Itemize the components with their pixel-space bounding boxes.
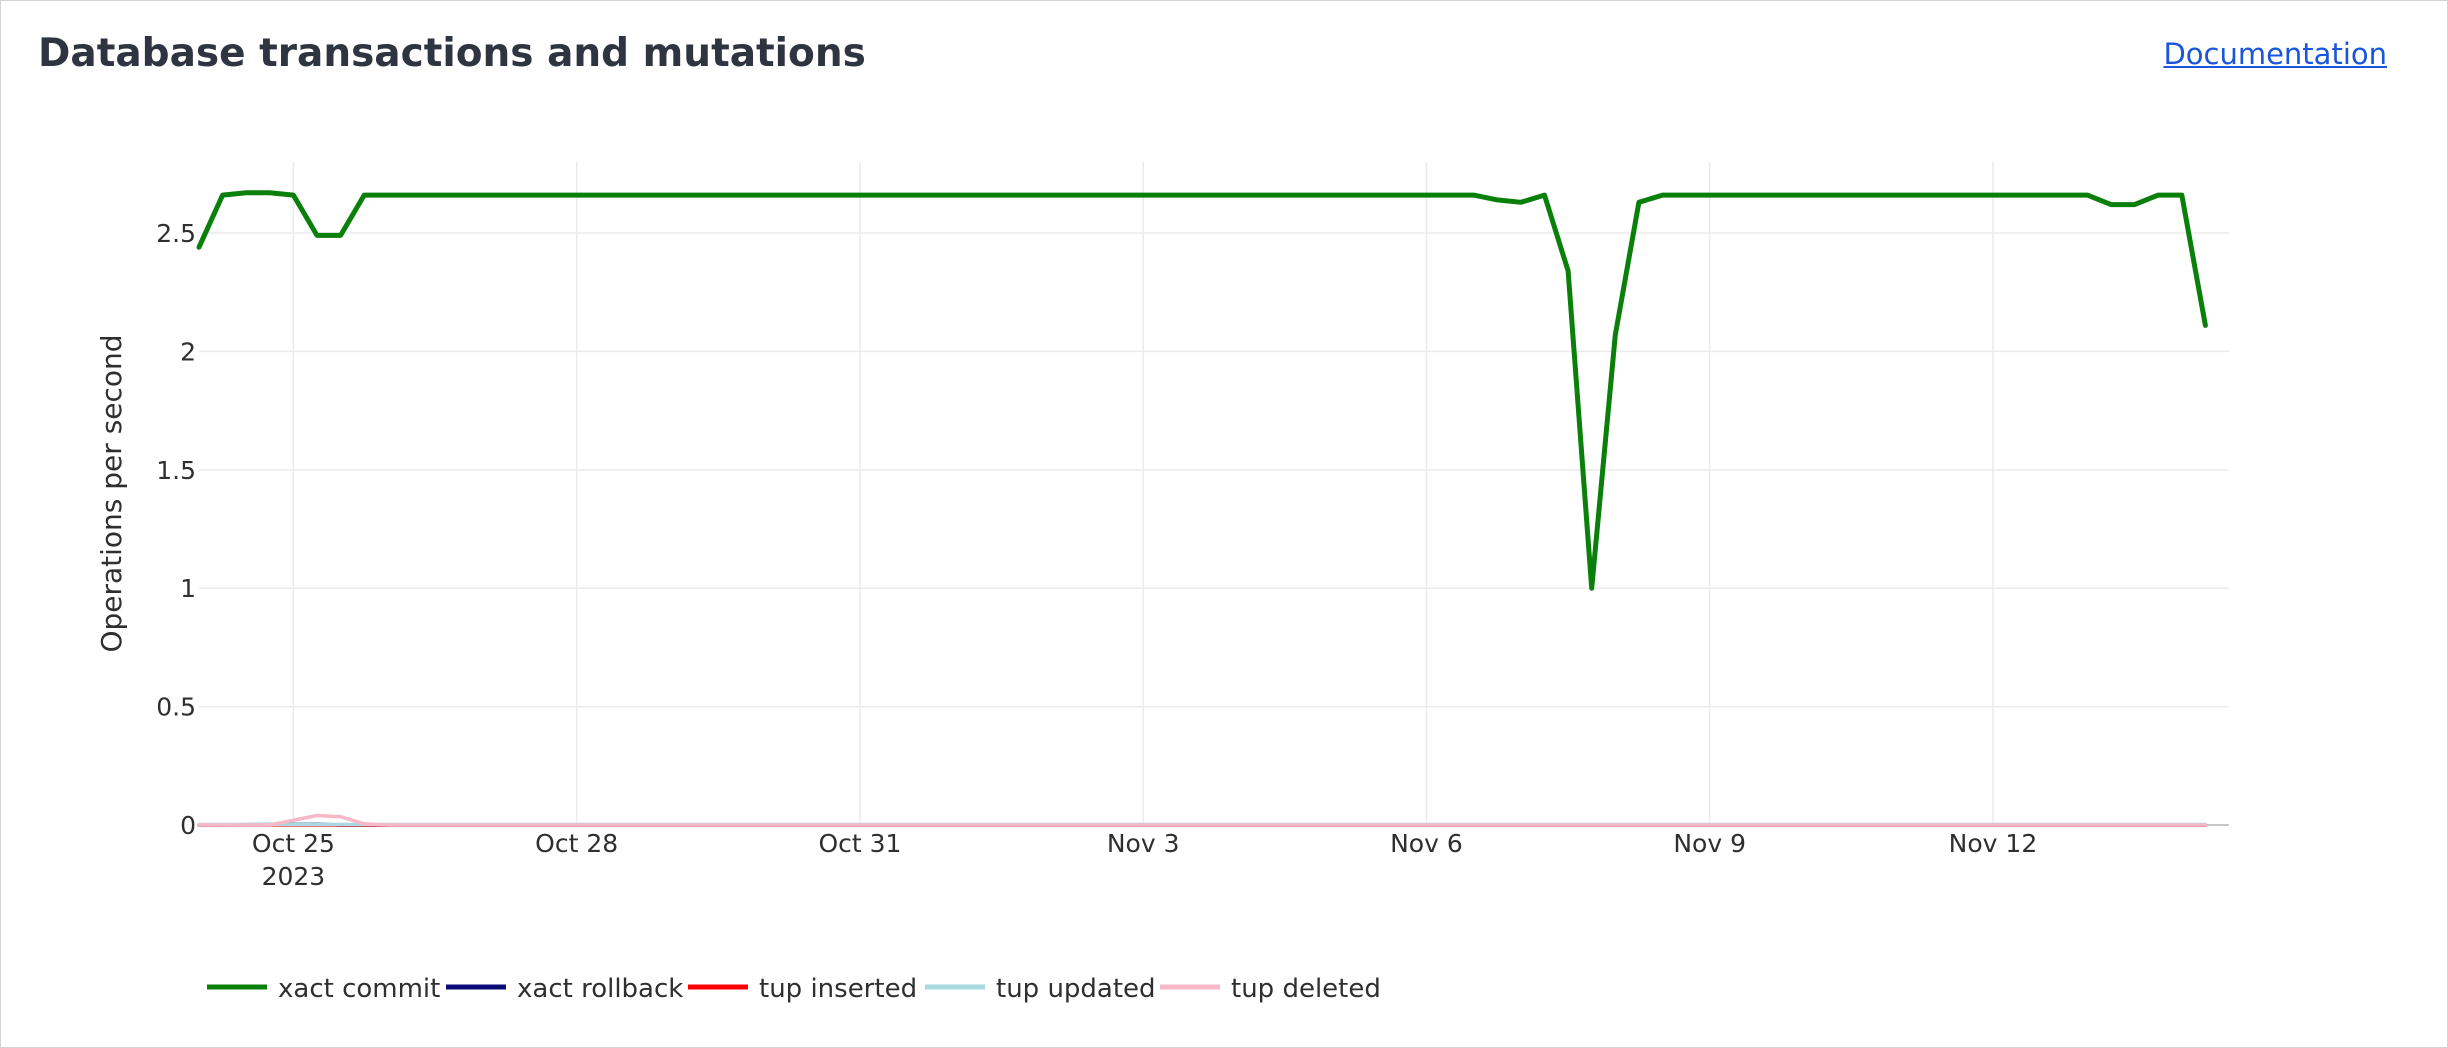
legend-item-tup-updated: tup updated — [925, 974, 1156, 1004]
documentation-link[interactable]: Documentation — [2163, 37, 2387, 71]
y-tick-label: 2 — [180, 337, 196, 366]
legend-label: xact rollback — [517, 974, 683, 1004]
legend-label: xact commit — [278, 974, 440, 1004]
legend-item-tup-deleted: tup deleted — [1160, 974, 1381, 1004]
series-line-tup-deleted — [197, 813, 2208, 827]
legend-item-tup-inserted: tup inserted — [688, 974, 917, 1004]
x-tick-label: Nov 6 — [1390, 829, 1463, 858]
x-tick-label: Nov 12 — [1949, 829, 2038, 858]
legend-label: tup inserted — [759, 974, 917, 1004]
x-tick-label: Oct 31 — [818, 829, 901, 858]
y-grid — [199, 232, 2229, 826]
x-tick-year-label: 2023 — [262, 862, 326, 891]
series-lines — [196, 190, 2208, 827]
legend-label: tup deleted — [1231, 974, 1381, 1004]
chart-legend: xact commit xact rollback tup inserted tup … — [207, 974, 1381, 1004]
x-tick-label: Oct 25 — [252, 829, 335, 858]
legend-item-xact-commit: xact commit — [207, 974, 440, 1004]
y-axis-title: Operations per second — [95, 334, 128, 652]
series-line-xact-commit — [196, 190, 2208, 591]
y-tick-label: 1 — [180, 574, 196, 603]
x-grid — [292, 162, 1994, 825]
y-axis-ticks: 0 0.5 1 1.5 2 2.5 — [156, 219, 196, 840]
legend-label: tup updated — [996, 974, 1156, 1004]
y-tick-label: 0.5 — [156, 693, 196, 722]
x-tick-label: Nov 9 — [1673, 829, 1746, 858]
x-axis-ticks: Oct 25 2023 Oct 28 Oct 31 Nov 3 Nov 6 Nov 9 Nov… — [252, 829, 2037, 891]
legend-item-xact-rollback: xact rollback — [446, 974, 683, 1004]
x-tick-label: Oct 28 — [535, 829, 618, 858]
x-tick-label: Nov 3 — [1107, 829, 1180, 858]
panel-title: Database transactions and mutations — [38, 31, 866, 76]
y-tick-label: 2.5 — [156, 219, 196, 248]
y-tick-label: 1.5 — [156, 456, 196, 485]
y-tick-label: 0 — [180, 811, 196, 840]
